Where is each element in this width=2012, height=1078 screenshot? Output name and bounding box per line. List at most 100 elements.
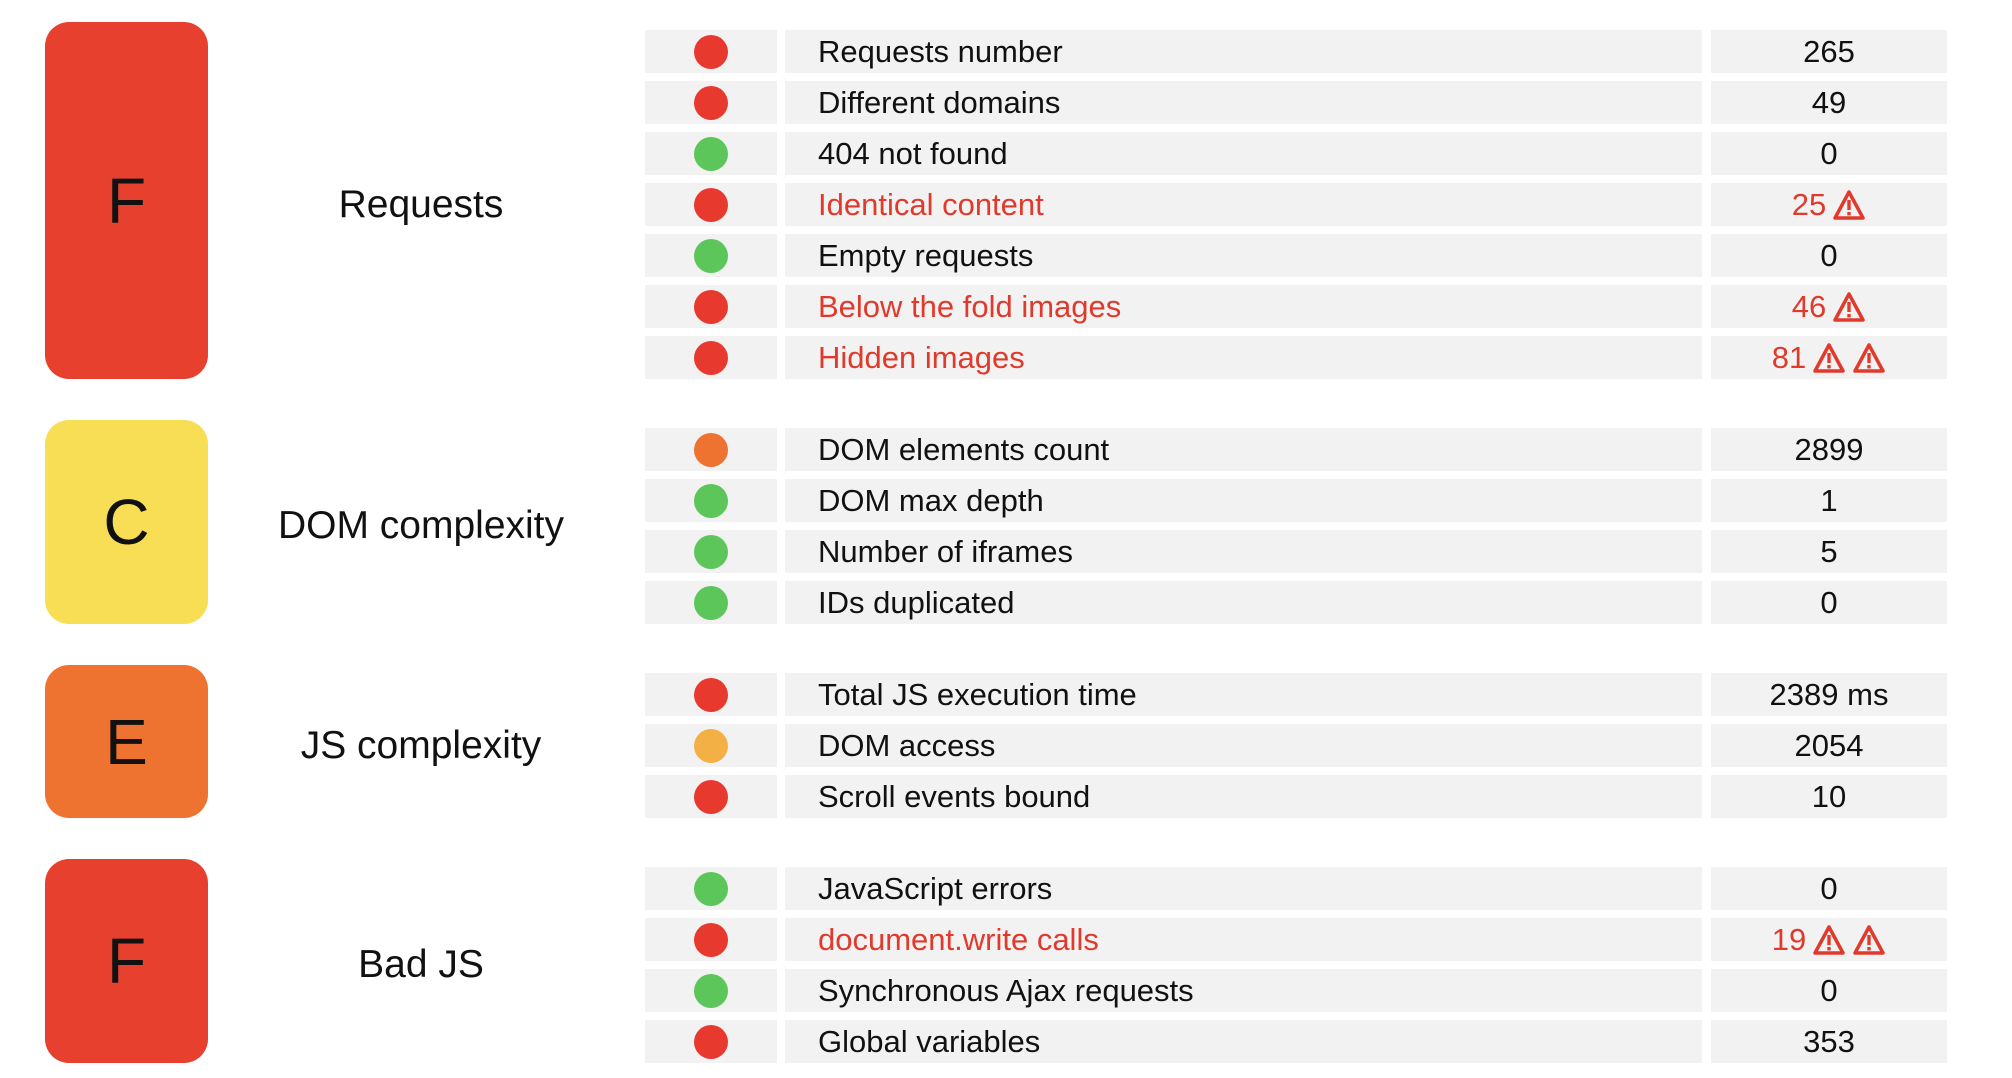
metric-value-cell: 1: [1711, 479, 1947, 522]
group-name: JS complexity: [300, 723, 542, 767]
metric-label: Global variables: [785, 1020, 1702, 1063]
metric-value: 353: [1803, 1023, 1855, 1059]
metric-value-cell: 49: [1711, 81, 1947, 124]
metric-value-cell: 10: [1711, 775, 1947, 818]
status-dot: [694, 1024, 728, 1059]
warning-icon: [1853, 924, 1885, 955]
status-cell: [645, 969, 777, 1012]
status-cell: [645, 132, 777, 175]
status-cell: [645, 30, 777, 73]
metric-value: 46: [1791, 288, 1827, 324]
metric-label: 404 not found: [785, 132, 1702, 175]
metric-label: Requests number: [785, 30, 1702, 73]
status-dot: [694, 871, 728, 906]
metric-value-cell: 353: [1711, 1020, 1947, 1063]
status-dot: [694, 585, 728, 620]
status-cell: [645, 581, 777, 624]
metric-value: 0: [1820, 870, 1838, 906]
metric-label: JavaScript errors: [785, 867, 1702, 910]
grade-badge: C: [45, 420, 208, 624]
metric-value: 0: [1820, 135, 1838, 171]
status-dot: [694, 85, 728, 120]
status-dot: [694, 779, 728, 814]
metric-label: Scroll events bound: [785, 775, 1702, 818]
status-dot: [694, 534, 728, 569]
status-dot: [694, 677, 728, 712]
metric-value-cell: 5: [1711, 530, 1947, 573]
metric-value-cell: 2054: [1711, 724, 1947, 767]
status-cell: [645, 285, 777, 328]
metric-value: 5: [1820, 533, 1838, 569]
metric-label: Number of iframes: [785, 530, 1702, 573]
status-dot: [694, 34, 728, 69]
status-cell: [645, 1020, 777, 1063]
status-cell: [645, 183, 777, 226]
warning-icon: [1813, 924, 1845, 955]
warning-icon: [1833, 189, 1865, 220]
status-dot: [694, 289, 728, 324]
status-dot: [694, 432, 728, 467]
metric-label: Synchronous Ajax requests: [785, 969, 1702, 1012]
grade-badge: F: [45, 22, 208, 379]
metric-value: 19: [1771, 921, 1807, 957]
group-name: Bad JS: [358, 943, 484, 986]
metric-label: Empty requests: [785, 234, 1702, 277]
status-cell: [645, 918, 777, 961]
metric-value: 2899: [1794, 431, 1864, 467]
status-cell: [645, 724, 777, 767]
metric-value: 0: [1820, 584, 1838, 620]
status-cell: [645, 530, 777, 573]
metric-value: 2389 ms: [1769, 676, 1889, 712]
metric-value-cell: 2389 ms: [1711, 673, 1947, 716]
metric-value: 49: [1811, 84, 1847, 120]
metric-label: document.write calls: [785, 918, 1702, 961]
status-cell: [645, 234, 777, 277]
metric-value-cell: 25: [1711, 183, 1947, 226]
grade-badge: F: [45, 859, 208, 1063]
status-dot: [694, 136, 728, 171]
metric-value: 81: [1771, 339, 1807, 375]
metric-label: Identical content: [785, 183, 1702, 226]
grade-badge: E: [45, 665, 208, 818]
metric-label: IDs duplicated: [785, 581, 1702, 624]
metric-value: 10: [1811, 778, 1847, 814]
metric-value: 2054: [1794, 727, 1864, 763]
group-name: DOM complexity: [277, 504, 565, 547]
status-cell: [645, 479, 777, 522]
status-cell: [645, 336, 777, 379]
metric-label: Different domains: [785, 81, 1702, 124]
metric-value-cell: 0: [1711, 969, 1947, 1012]
metric-value-cell: 46: [1711, 285, 1947, 328]
metric-label: DOM max depth: [785, 479, 1702, 522]
metric-value-cell: 265: [1711, 30, 1947, 73]
metric-value-cell: 81: [1711, 336, 1947, 379]
status-cell: [645, 81, 777, 124]
status-cell: [645, 428, 777, 471]
status-cell: [645, 673, 777, 716]
status-dot: [694, 728, 728, 763]
metric-label: DOM access: [785, 724, 1702, 767]
status-dot: [694, 973, 728, 1008]
status-dot: [694, 238, 728, 273]
metric-value-cell: 19: [1711, 918, 1947, 961]
metric-value-cell: 0: [1711, 234, 1947, 277]
metric-value-cell: 0: [1711, 581, 1947, 624]
status-dot: [694, 340, 728, 375]
metric-value: 0: [1820, 972, 1838, 1008]
metric-value: 1: [1820, 482, 1838, 518]
status-dot: [694, 922, 728, 957]
metric-value: 25: [1791, 186, 1827, 222]
metric-label: Below the fold images: [785, 285, 1702, 328]
warning-icon: [1833, 291, 1865, 322]
status-dot: [694, 187, 728, 222]
group-name: Requests: [338, 182, 504, 226]
metric-value: 265: [1803, 33, 1855, 69]
metric-value-cell: 0: [1711, 867, 1947, 910]
warning-icon: [1853, 342, 1885, 373]
metric-label: Total JS execution time: [785, 673, 1702, 716]
status-cell: [645, 775, 777, 818]
warning-icon: [1813, 342, 1845, 373]
metric-label: DOM elements count: [785, 428, 1702, 471]
metric-label: Hidden images: [785, 336, 1702, 379]
